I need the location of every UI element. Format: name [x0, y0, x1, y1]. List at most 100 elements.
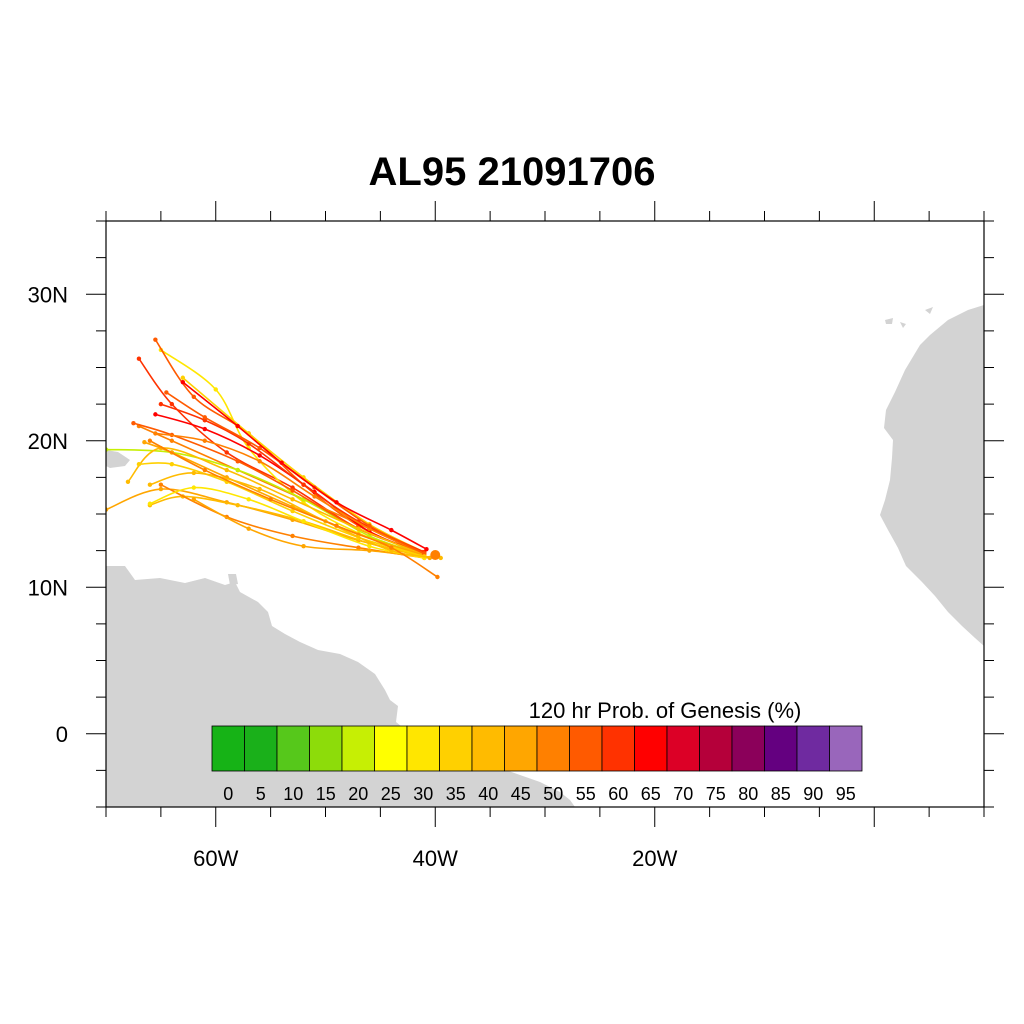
colorbar-label: 30 [413, 784, 433, 804]
track-line [155, 432, 425, 555]
colorbar-label: 65 [641, 784, 661, 804]
colorbar-box [244, 725, 278, 772]
track-point [158, 482, 164, 487]
track-point [290, 508, 295, 514]
colorbar-box [829, 725, 863, 772]
track-point [158, 486, 164, 492]
colorbar-label: 40 [478, 784, 498, 804]
track-point [389, 527, 394, 533]
colorbar-label: 50 [543, 784, 563, 804]
track-point [235, 423, 240, 429]
colorbar-box [504, 725, 538, 772]
colorbar-box [536, 725, 570, 772]
colorbar-label: 70 [673, 784, 693, 804]
track-point [136, 356, 142, 361]
track-point [191, 497, 196, 502]
colorbar-label: 80 [738, 784, 758, 804]
track-line [149, 486, 425, 559]
colorbar-box [374, 725, 408, 772]
track-point [257, 486, 262, 492]
y-tick-label: 10N [28, 575, 68, 600]
colorbar-box [601, 725, 635, 772]
land-trinidad [228, 574, 238, 585]
track-point [147, 501, 153, 506]
colorbar-label: 90 [803, 784, 823, 804]
track-point [290, 533, 295, 539]
track-point [356, 526, 361, 531]
track-point [279, 460, 284, 465]
colorbar-label: 10 [283, 784, 303, 804]
track-point [290, 488, 295, 493]
track-point [257, 453, 262, 458]
track-point [153, 431, 158, 436]
colorbar-label: 95 [836, 784, 856, 804]
track-point [334, 500, 339, 505]
track-point [169, 461, 175, 467]
track-point [147, 482, 153, 487]
colorbar-box [731, 725, 765, 772]
track-point [164, 390, 169, 395]
map-title: AL95 21091706 [368, 150, 656, 194]
track-point [301, 482, 306, 487]
track-point [158, 401, 164, 407]
land-africa [880, 305, 984, 646]
colorbar-boxes [211, 725, 863, 772]
track-point [224, 467, 229, 473]
genesis-origin-marker [430, 550, 441, 561]
track-point [213, 387, 218, 392]
x-tick-label: 40W [413, 846, 458, 871]
colorbar-box [211, 725, 245, 772]
track-point [367, 523, 372, 528]
track-point [202, 438, 207, 443]
colorbar-box [276, 725, 310, 772]
track-point [367, 548, 372, 553]
track-point [235, 503, 240, 508]
track-point [131, 420, 136, 426]
track-point [235, 459, 240, 464]
colorbar-label: 35 [446, 784, 466, 804]
track-point [389, 545, 394, 550]
colorbar-box [309, 725, 343, 772]
track-point [191, 485, 196, 490]
y-tick-label: 20N [28, 429, 68, 454]
x-tick-label: 20W [632, 846, 677, 871]
colorbar-box [406, 725, 440, 772]
track-point [153, 337, 158, 342]
colorbar-box [764, 725, 798, 772]
colorbar-box [569, 725, 603, 772]
track-point [257, 445, 262, 451]
track-point [202, 415, 207, 420]
track-point [202, 426, 207, 432]
track-point [153, 412, 158, 417]
colorbar-label: 15 [316, 784, 336, 804]
track-point [301, 519, 306, 524]
colorbar-label: 5 [256, 784, 266, 804]
track-point [136, 461, 142, 467]
track-point [147, 438, 153, 443]
track-point [334, 523, 339, 528]
colorbar-labels: 0 5 10 15 20 25 30 35 40 45 50 55 60 65 70 75 80 85 90 95 [223, 784, 856, 804]
track-point [224, 450, 229, 455]
track-point [367, 544, 372, 549]
forecast-tracks [106, 337, 443, 580]
colorbar-box [796, 725, 830, 772]
track-point [191, 470, 196, 476]
x-tick-label: 60W [193, 846, 238, 871]
track-point [202, 467, 207, 473]
track-point [246, 497, 251, 502]
colorbar-label: 0 [223, 784, 233, 804]
colorbar-label: 60 [608, 784, 628, 804]
colorbar-box [699, 725, 733, 772]
track-point [301, 544, 306, 549]
track-point [235, 467, 240, 473]
land-caribbean [106, 450, 130, 468]
track-point [290, 497, 295, 502]
colorbar-label: 75 [706, 784, 726, 804]
track-point [180, 375, 186, 380]
track-point [435, 574, 440, 580]
track-point [356, 545, 361, 550]
map-ticks: 60W 40W 20W 30N 20N 10N 0 [28, 201, 1004, 871]
track-point [191, 394, 196, 399]
y-tick-label: 0 [56, 722, 68, 747]
